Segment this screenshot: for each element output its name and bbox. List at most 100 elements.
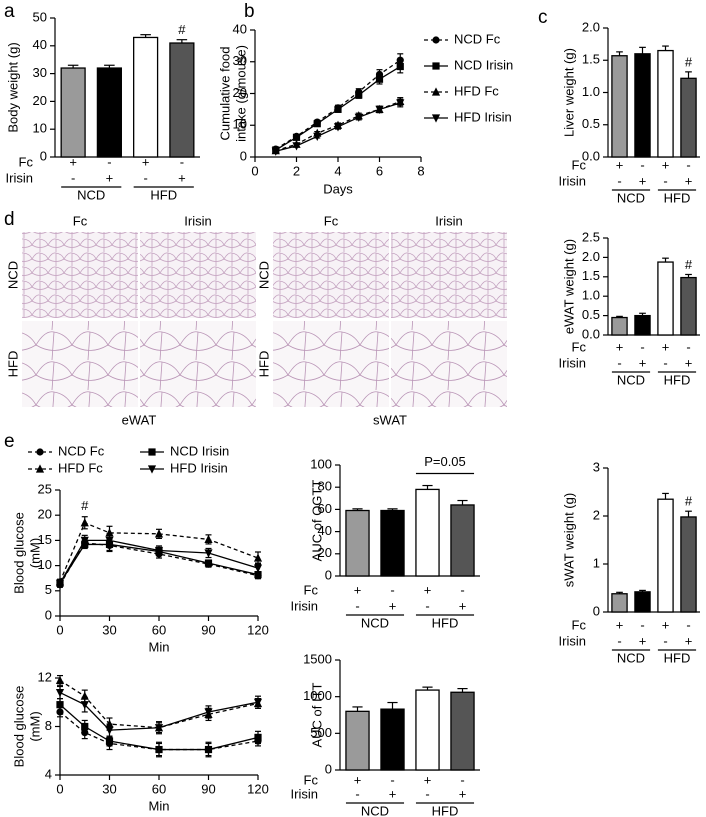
histology-image bbox=[391, 321, 507, 407]
treatment-mark: - bbox=[686, 157, 690, 172]
bar bbox=[415, 689, 440, 771]
treatment-mark: + bbox=[616, 339, 624, 354]
y-axis-label: AUC of ITT bbox=[309, 682, 324, 747]
y-tick-label: 80 bbox=[318, 479, 332, 494]
bar bbox=[634, 314, 651, 336]
bar bbox=[634, 53, 651, 158]
treatment-mark: - bbox=[425, 786, 429, 801]
marker bbox=[80, 536, 89, 545]
row-label: HFD bbox=[5, 351, 20, 378]
panel-letter: a bbox=[4, 1, 15, 22]
marker bbox=[292, 142, 301, 151]
treatment-mark: + bbox=[639, 173, 647, 188]
marker bbox=[253, 553, 263, 562]
group-label: HFD bbox=[432, 615, 459, 630]
treatment-mark: - bbox=[617, 355, 621, 370]
marker bbox=[254, 733, 262, 742]
y-tick-label: 1.5 bbox=[582, 268, 600, 283]
marker bbox=[105, 737, 114, 745]
treatment-mark: + bbox=[424, 582, 432, 597]
x-tick-label: 2 bbox=[293, 163, 300, 178]
y-tick-label: 4 bbox=[45, 766, 52, 781]
treatment-label: Fc bbox=[572, 157, 587, 172]
y-axis-label: Blood glucose bbox=[11, 686, 26, 768]
y-tick-label: 1 bbox=[593, 555, 600, 570]
bar bbox=[380, 708, 405, 771]
y-axis-label: (mM) bbox=[27, 711, 42, 741]
treatment-mark: - bbox=[663, 355, 667, 370]
column-label: Irisin bbox=[184, 213, 211, 228]
bar bbox=[60, 67, 86, 158]
treatment-mark: + bbox=[685, 633, 693, 648]
bar bbox=[450, 691, 475, 771]
marker bbox=[154, 546, 164, 556]
treatment-mark: - bbox=[425, 598, 429, 613]
x-tick-label: 90 bbox=[201, 622, 215, 637]
treatment-mark: + bbox=[662, 157, 670, 172]
y-tick-label: 2.5 bbox=[582, 229, 600, 244]
y-tick-label: 10 bbox=[233, 117, 247, 132]
y-tick-label: 2.0 bbox=[582, 19, 600, 34]
series-line bbox=[59, 543, 259, 584]
marker bbox=[254, 571, 262, 579]
y-axis-label: Cumulative food bbox=[217, 47, 232, 141]
marker bbox=[432, 62, 440, 70]
bar bbox=[680, 516, 697, 613]
series-line bbox=[59, 521, 259, 582]
legend-label: HFD Fc bbox=[58, 460, 103, 475]
y-tick-label: 20 bbox=[33, 93, 47, 108]
marker bbox=[375, 105, 384, 114]
series-line bbox=[59, 542, 259, 586]
y-tick-label: 20 bbox=[233, 85, 247, 100]
x-tick-label: 6 bbox=[376, 163, 383, 178]
y-tick-label: 0 bbox=[593, 603, 600, 618]
treatment-mark: + bbox=[662, 339, 670, 354]
series-line bbox=[59, 704, 259, 751]
x-tick-label: 0 bbox=[251, 163, 258, 178]
treatment-label: Irisin bbox=[559, 633, 586, 648]
treatment-mark: + bbox=[354, 772, 362, 787]
series-line bbox=[59, 691, 259, 731]
treatment-mark: - bbox=[390, 772, 394, 787]
marker bbox=[80, 518, 89, 527]
y-tick-label: 40 bbox=[318, 523, 332, 538]
legend-label: NCD Irisin bbox=[170, 443, 229, 458]
panel-letter: d bbox=[4, 209, 15, 230]
treatment-mark: - bbox=[460, 772, 464, 787]
histology-image bbox=[22, 321, 138, 407]
y-axis-label: intake (g/mouse) bbox=[233, 45, 248, 142]
legend-label: HFD Fc bbox=[454, 83, 499, 98]
marker bbox=[147, 465, 157, 474]
marker bbox=[396, 62, 404, 71]
marker bbox=[35, 464, 45, 473]
histology-image bbox=[140, 321, 256, 407]
y-axis-label: eWAT weight (g) bbox=[561, 239, 576, 334]
y-tick-label: 50 bbox=[33, 9, 47, 24]
marker bbox=[292, 133, 301, 141]
histology-image bbox=[273, 232, 389, 318]
marker bbox=[396, 99, 405, 108]
y-tick-label: 2.0 bbox=[582, 249, 600, 264]
y-tick-label: 0 bbox=[40, 148, 47, 163]
y-tick-label: 5 bbox=[45, 582, 52, 597]
bar bbox=[450, 504, 475, 577]
group-label: HFD bbox=[150, 187, 177, 202]
row-label: HFD bbox=[256, 351, 271, 378]
marker bbox=[431, 87, 441, 96]
y-tick-label: 10 bbox=[33, 121, 47, 136]
marker bbox=[105, 536, 114, 545]
treatment-label: Irisin bbox=[6, 170, 33, 185]
group-label: NCD bbox=[617, 650, 645, 665]
series-line bbox=[59, 711, 259, 751]
x-tick-label: 120 bbox=[247, 622, 269, 637]
panel-letter: b bbox=[244, 1, 255, 22]
bar bbox=[345, 509, 370, 577]
treatment-mark: - bbox=[617, 173, 621, 188]
marker bbox=[36, 448, 44, 456]
treatment-label: Irisin bbox=[291, 598, 318, 613]
y-axis-label: Blood glucose bbox=[11, 512, 26, 594]
bar bbox=[169, 42, 195, 158]
y-tick-label: 60 bbox=[318, 501, 332, 516]
marker bbox=[148, 448, 156, 456]
